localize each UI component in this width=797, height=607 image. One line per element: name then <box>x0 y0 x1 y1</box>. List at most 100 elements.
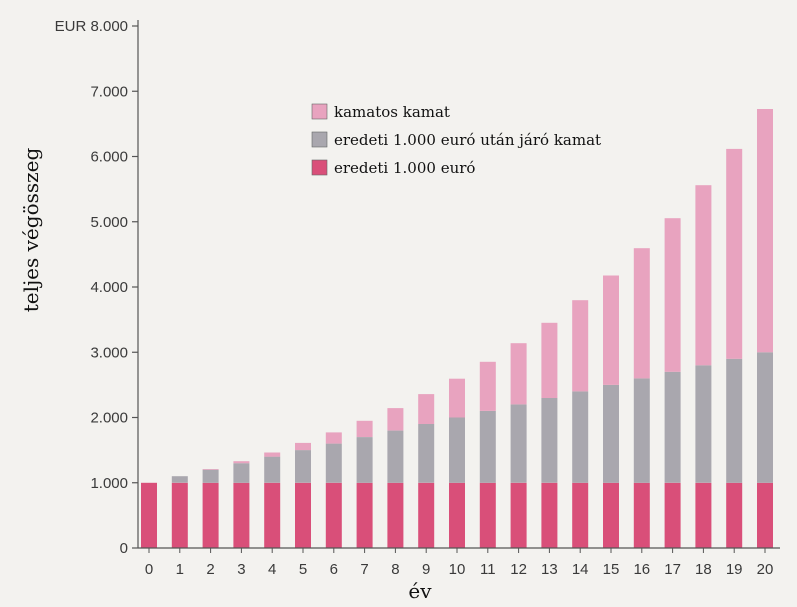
x-tick-label: 18 <box>695 561 712 578</box>
bar-segment <box>264 456 281 483</box>
legend: kamatos kamat eredeti 1.000 euró után jár… <box>311 103 601 177</box>
bar-segment <box>541 322 558 398</box>
bar-segment <box>233 482 250 549</box>
y-tick-label: 3.000 <box>90 344 128 361</box>
bar-segment <box>603 275 619 385</box>
bar-segment <box>325 443 342 483</box>
bar-segment <box>726 148 743 359</box>
bar-segment <box>202 469 219 483</box>
y-tick-label: 7.000 <box>90 83 128 100</box>
y-axis-title: teljes végösszeg <box>19 147 43 312</box>
y-tick-label: 0 <box>120 540 128 557</box>
bar-segment <box>541 397 558 483</box>
x-tick-label: 15 <box>603 561 620 578</box>
legend-swatch <box>311 131 328 148</box>
x-tick-label: 7 <box>360 561 368 578</box>
bar-segment <box>479 411 496 483</box>
bar-segment <box>510 343 527 405</box>
legend-label: kamatos kamat <box>334 103 450 121</box>
x-tick-label: 8 <box>391 561 399 578</box>
x-tick-label: 17 <box>664 561 681 578</box>
x-tick-label: 14 <box>572 561 589 578</box>
bar-segment <box>633 482 650 549</box>
bar-segment <box>510 482 527 549</box>
bar-segment <box>695 365 712 483</box>
legend-label: eredeti 1.000 euró után járó kamat <box>334 131 601 149</box>
bar-segment <box>418 482 435 549</box>
bar-segment <box>603 384 619 483</box>
bar-segment <box>325 482 342 549</box>
bar-segment <box>633 248 650 379</box>
bar-segment <box>141 482 157 549</box>
bar-segment <box>202 482 219 549</box>
bar-segment <box>695 482 712 549</box>
bar-segment <box>418 424 435 483</box>
y-ticks-layer: 0 1.000 2.000 3.000 4.000 5.000 6.000 7.000 EUR … <box>55 18 138 557</box>
x-tick-label: 4 <box>268 561 276 578</box>
x-tick-label: 16 <box>633 561 650 578</box>
x-tick-label: 9 <box>422 561 430 578</box>
bar-segment <box>510 404 527 483</box>
y-tick-label: 4.000 <box>90 279 128 296</box>
bar-segment <box>572 300 589 392</box>
bar-segment <box>664 218 681 372</box>
bar-segment <box>572 482 589 549</box>
bar-segment <box>449 378 465 418</box>
bar-segment <box>387 408 404 431</box>
x-tick-label: 3 <box>237 561 245 578</box>
bar-segment <box>664 371 681 483</box>
y-tick-label: 1.000 <box>90 475 128 492</box>
legend-swatch <box>311 159 328 176</box>
y-tick-label: 2.000 <box>90 410 128 427</box>
bar-segment <box>695 185 712 366</box>
bar-segment <box>757 109 773 353</box>
legend-swatch <box>311 103 328 120</box>
bar-segment <box>356 420 373 437</box>
x-tick-label: 20 <box>757 561 774 578</box>
bar-segment <box>449 417 465 483</box>
legend-label: eredeti 1.000 euró <box>334 159 475 177</box>
bar-segment <box>295 450 311 483</box>
bar-segment <box>171 476 188 483</box>
bar-segment <box>202 469 219 470</box>
bar-segment <box>233 463 250 483</box>
x-tick-label: 10 <box>449 561 466 578</box>
x-axis-title: év <box>408 579 432 603</box>
bar-segment <box>664 482 681 549</box>
bar-segment <box>264 482 281 549</box>
bar-segment <box>479 482 496 549</box>
x-tick-label: 6 <box>330 561 338 578</box>
x-tick-label: 0 <box>145 561 153 578</box>
x-tick-label: 5 <box>299 561 307 578</box>
x-tick-label: 2 <box>206 561 214 578</box>
bar-segment <box>356 437 373 483</box>
bar-segment <box>572 391 589 483</box>
x-tick-label: 12 <box>510 561 527 578</box>
bar-segment <box>356 482 373 549</box>
x-tick-label: 1 <box>176 561 184 578</box>
y-tick-label: 6.000 <box>90 149 128 166</box>
bar-segment <box>757 352 773 483</box>
x-tick-label: 19 <box>726 561 743 578</box>
y-tick-label: EUR 8.000 <box>55 18 128 35</box>
bar-segment <box>541 482 558 549</box>
bar-segment <box>387 430 404 483</box>
bar-segment <box>233 461 250 464</box>
bar-segment <box>387 482 404 549</box>
x-tick-label: 11 <box>480 561 496 578</box>
bar-segment <box>726 358 743 483</box>
x-tick-label: 13 <box>541 561 558 578</box>
bar-segment <box>264 452 281 457</box>
bar-segment <box>295 442 311 451</box>
bar-segment <box>449 482 465 549</box>
bar-segment <box>171 482 188 549</box>
y-tick-label: 5.000 <box>90 214 128 231</box>
bar-segment <box>603 482 619 549</box>
bar-segment <box>633 378 650 483</box>
bar-segment <box>757 482 773 549</box>
bars-layer <box>141 109 773 549</box>
bar-segment <box>418 394 435 424</box>
bar-segment <box>325 432 342 444</box>
bar-segment <box>479 361 496 411</box>
